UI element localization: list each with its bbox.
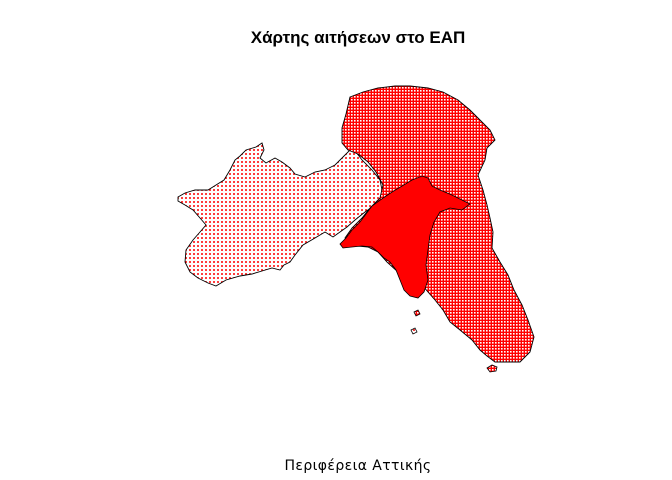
island-3 (413, 309, 421, 317)
map-title: Χάρτης αιτήσεων στο ΕΑΠ (250, 28, 466, 47)
map-subtitle: Περιφέρεια Αττικής (284, 458, 432, 474)
island-2 (410, 327, 418, 335)
island-1 (486, 364, 498, 373)
region-west-attica (177, 142, 384, 287)
region-east-attica (341, 85, 535, 363)
region-athens-piraeus (339, 175, 471, 299)
